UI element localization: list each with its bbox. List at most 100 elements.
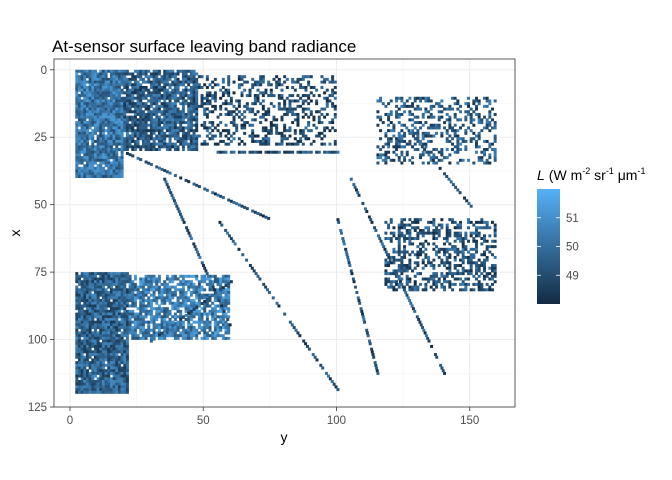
raster-cell	[163, 315, 167, 319]
raster-cell	[192, 274, 196, 278]
raster-cell	[149, 72, 153, 76]
raster-cell	[187, 231, 191, 235]
raster-cell	[243, 126, 247, 130]
raster-cell	[155, 118, 159, 122]
raster-cell	[165, 69, 169, 73]
raster-cell	[173, 137, 177, 141]
raster-cell	[99, 358, 103, 362]
raster-cell	[259, 75, 263, 79]
raster-cell	[189, 72, 193, 76]
raster-cell	[227, 299, 231, 303]
raster-cell	[88, 77, 92, 81]
raster-cell	[75, 123, 79, 127]
raster-cell	[224, 123, 228, 127]
raster-cell	[213, 307, 217, 311]
raster-cell	[109, 371, 113, 375]
raster-cell	[483, 150, 486, 154]
raster-cell	[147, 320, 151, 324]
raster-cell	[408, 239, 412, 243]
raster-cell	[400, 223, 404, 227]
raster-cell	[88, 145, 92, 149]
raster-cell	[83, 342, 87, 346]
raster-cell	[176, 115, 180, 119]
raster-cell	[136, 142, 140, 146]
raster-cell	[77, 296, 81, 300]
raster-cell	[125, 304, 129, 308]
raster-cell	[77, 388, 81, 392]
raster-cell	[96, 145, 100, 149]
raster-cell	[101, 304, 105, 308]
raster-cell	[112, 315, 116, 319]
raster-cell	[144, 148, 148, 152]
raster-cell	[400, 153, 404, 157]
raster-cell	[83, 331, 87, 335]
raster-cell	[400, 226, 404, 230]
raster-cell	[395, 148, 399, 152]
raster-cell	[395, 112, 399, 116]
raster-cell	[149, 75, 153, 79]
raster-cell	[104, 110, 108, 114]
raster-cell	[109, 382, 113, 386]
raster-cell	[387, 112, 391, 116]
raster-cell	[107, 277, 111, 281]
raster-cell	[197, 317, 201, 321]
raster-cell	[141, 104, 145, 108]
raster-cell	[128, 280, 132, 284]
raster-cell	[491, 269, 494, 273]
raster-cell	[170, 193, 174, 197]
raster-cell	[123, 272, 127, 276]
raster-cell	[96, 110, 100, 114]
raster-cell	[80, 369, 84, 373]
raster-cell	[136, 123, 140, 127]
raster-cell	[403, 264, 407, 268]
raster-cell	[77, 299, 81, 303]
raster-cell	[136, 83, 140, 87]
raster-cell	[133, 293, 137, 297]
raster-cell	[173, 115, 177, 119]
raster-cell	[115, 99, 119, 103]
raster-cell	[83, 134, 87, 138]
raster-cell	[304, 88, 308, 92]
raster-cell	[133, 315, 137, 319]
raster-cell	[195, 291, 199, 294]
y-tick-label: 125	[28, 402, 47, 414]
raster-cell	[448, 280, 452, 284]
raster-cell	[280, 96, 284, 100]
raster-cell	[123, 301, 127, 305]
raster-cell	[93, 301, 97, 305]
raster-cell	[189, 126, 193, 130]
raster-cell	[168, 96, 172, 100]
raster-cell	[147, 112, 151, 116]
raster-cell	[104, 358, 108, 362]
raster-cell	[472, 123, 476, 127]
raster-cell	[104, 299, 108, 303]
raster-cell	[157, 121, 161, 125]
raster-cell	[408, 234, 412, 238]
raster-cell	[397, 131, 401, 135]
raster-cell	[477, 121, 481, 125]
raster-cell	[397, 253, 401, 257]
raster-cell	[416, 226, 420, 230]
raster-cell	[467, 239, 470, 243]
raster-cell	[99, 175, 103, 178]
raster-cell	[325, 99, 329, 103]
raster-cell	[123, 126, 127, 130]
raster-cell	[411, 102, 415, 106]
raster-cell	[221, 315, 225, 319]
raster-cell	[477, 280, 481, 284]
raster-cell	[96, 377, 100, 381]
raster-cell	[403, 253, 407, 257]
raster-cell	[101, 123, 105, 127]
raster-cell	[136, 75, 140, 79]
legend-title-mid: sr	[590, 167, 606, 183]
raster-cell	[83, 104, 87, 108]
raster-cell	[120, 88, 124, 92]
raster-cell	[104, 112, 108, 116]
raster-cell	[328, 80, 332, 84]
raster-cell	[362, 317, 366, 321]
raster-cell	[112, 320, 116, 324]
raster-cell	[168, 137, 172, 141]
raster-cell	[456, 264, 460, 268]
raster-cell	[427, 220, 431, 224]
raster-cell	[133, 274, 137, 278]
